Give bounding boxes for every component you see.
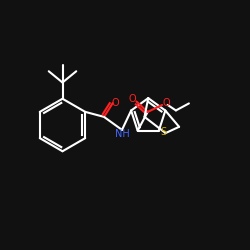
Text: O: O <box>129 94 136 104</box>
Text: O: O <box>112 98 120 108</box>
Text: NH: NH <box>114 130 129 140</box>
Text: O: O <box>162 98 170 108</box>
Text: S: S <box>160 127 166 137</box>
